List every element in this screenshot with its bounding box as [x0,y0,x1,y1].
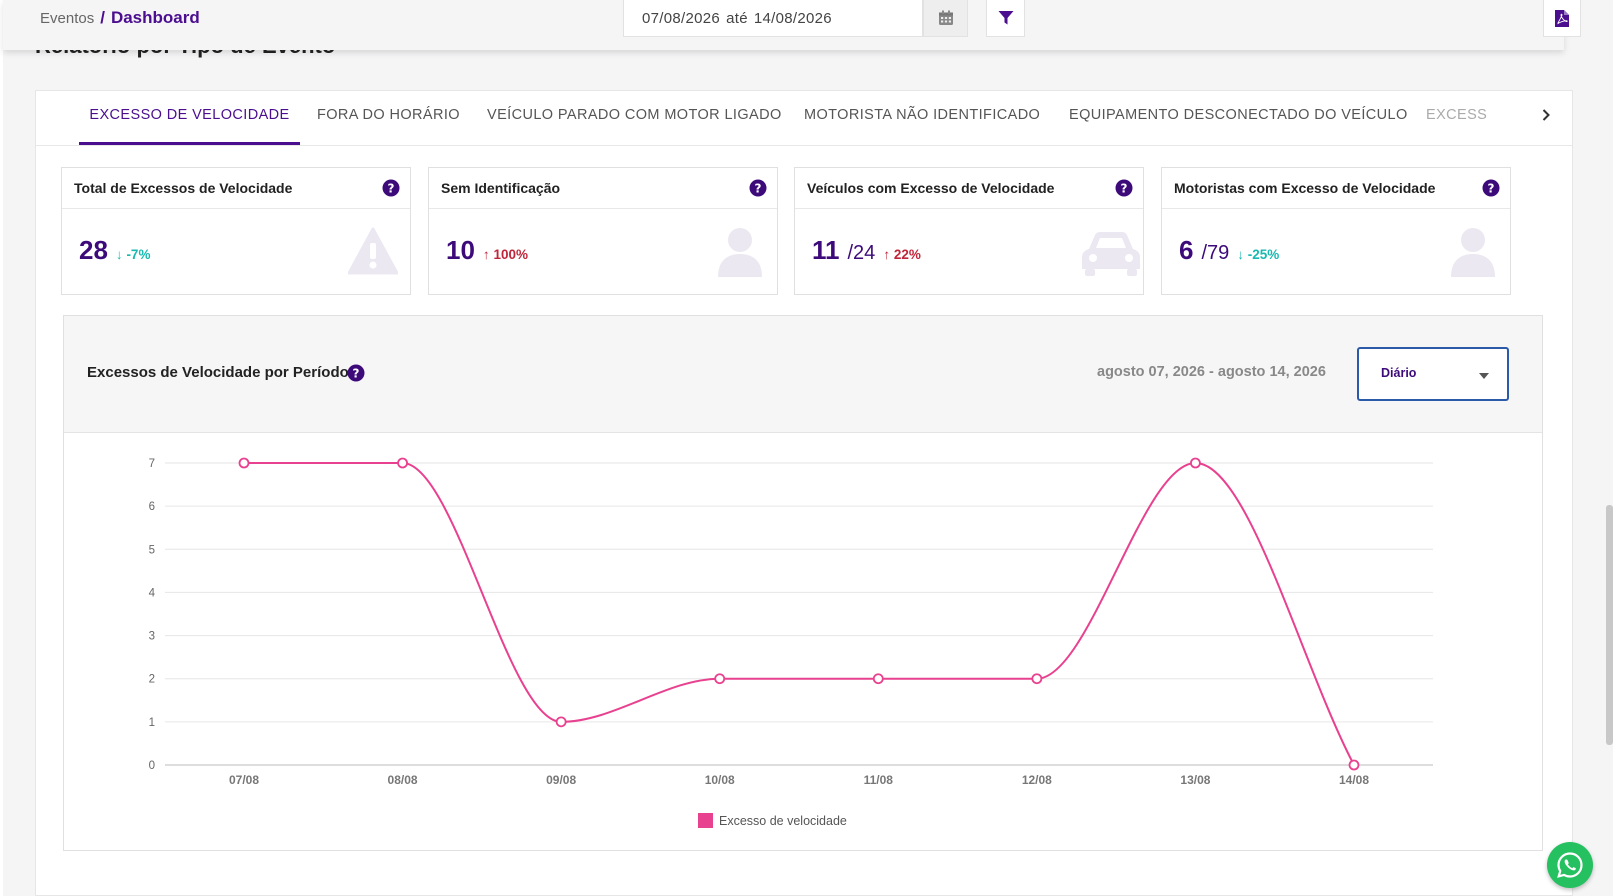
tab-fora-do-horario[interactable]: FORA DO HORÁRIO [317,107,460,123]
x-tick-label: 12/08 [1022,773,1052,787]
legend-label: Excesso de velocidade [719,814,847,828]
data-point [397,457,408,469]
data-point [1031,673,1043,685]
breadcrumb: Eventos / Dashboard [40,8,200,28]
top-bar: Eventos / Dashboard 07/08/2026 até 14/08… [3,0,1581,50]
calendar-button[interactable] [923,0,968,37]
help-icon[interactable]: ? [1482,179,1500,197]
y-tick-label: 7 [149,458,155,470]
breadcrumb-current: Dashboard [110,8,200,27]
series-line [244,461,1355,766]
chart-title: Excessos de Velocidade por Período [87,364,349,381]
chevron-down-icon [1479,373,1489,379]
x-tick-label: 14/08 [1339,773,1369,787]
card-change: ↓ -25% [1237,247,1280,262]
tab-veiculo-parado[interactable]: VEÍCULO PARADO COM MOTOR LIGADO [487,107,782,123]
data-point [872,673,884,685]
x-tick-label: 11/08 [864,773,894,787]
left-edge [0,0,3,896]
chart-date-range: agosto 07, 2026 - agosto 14, 2026 [1097,364,1326,380]
calendar-icon [938,10,953,25]
date-end: 14/08/2026 [753,9,832,27]
date-range-input[interactable]: 07/08/2026 até 14/08/2026 [623,0,923,37]
date-start: 07/08/2026 [642,9,721,27]
card-value: 11 [812,235,840,265]
card-value: 10 [446,235,475,265]
user-icon [1451,228,1495,277]
user-icon [718,228,762,277]
whatsapp-button[interactable] [1547,842,1593,888]
tab-motorista-nao-identificado[interactable]: MOTORISTA NÃO IDENTIFICADO [804,107,1041,123]
data-point [1190,457,1201,469]
card-value: 6 [1179,235,1194,265]
chart-panel: Excessos de Velocidade por Período ? ago… [63,315,1543,851]
tabs-scroll-right[interactable] [1536,105,1556,125]
card-total: /79 [1201,242,1230,264]
report-panel: EXCESSO DE VELOCIDADE FORA DO HORÁRIO VE… [35,90,1573,896]
granularity-value: Diário [1381,366,1417,380]
help-icon[interactable]: ? [749,179,767,197]
card-total: /24 [847,242,876,264]
card-total-excessos: Total de Excessos de Velocidade ? 28 ↓ -… [61,167,411,295]
svg-text:?: ? [1121,181,1128,195]
warning-icon [348,227,398,275]
line-chart: 0 1 2 3 4 5 6 7 07/08 08/08 09/08 10/08 11/08 12/08 13… [149,457,1433,828]
svg-text:?: ? [755,181,762,195]
x-tick-label: 10/08 [705,773,735,787]
whatsapp-icon [1557,852,1583,878]
tab-equipamento-desconectado[interactable]: EQUIPAMENTO DESCONECTADO DO VEÍCULO [1069,107,1408,123]
tab-excesso-partial[interactable]: EXCESSO [1426,107,1488,123]
card-change: ↑ 100% [482,247,528,262]
breadcrumb-parent[interactable]: Eventos [40,9,95,27]
x-tick-label: 13/08 [1180,773,1210,787]
chevron-right-icon [1542,109,1550,121]
event-type-tabs: EXCESSO DE VELOCIDADE FORA DO HORÁRIO VE… [36,91,1572,146]
svg-text:?: ? [1488,181,1495,195]
card-change: ↓ -7% [115,247,151,262]
card-motoristas-excesso: Motoristas com Excesso de Velocidade ? 6… [1161,167,1511,295]
card-change: ↑ 22% [883,247,921,262]
granularity-select[interactable]: Diário [1357,347,1509,401]
help-icon[interactable]: ? [1115,179,1133,197]
card-value: 28 [79,235,108,265]
card-title: Sem Identificação [441,180,561,196]
svg-text:?: ? [388,181,395,195]
data-point [1348,759,1360,771]
filter-icon [998,11,1013,25]
data-point [714,673,726,685]
svg-text:?: ? [353,366,360,380]
y-tick-label: 4 [149,587,156,599]
y-tick-label: 0 [149,760,155,772]
card-veiculos-excesso: Veículos com Excesso de Velocidade ? 11 … [794,167,1144,295]
y-tick-label: 6 [149,501,155,513]
y-tick-label: 2 [149,674,155,686]
card-title: Motoristas com Excesso de Velocidade [1174,180,1436,196]
legend-swatch [698,813,713,828]
y-tick-label: 5 [149,544,155,556]
x-tick-label: 08/08 [388,773,418,787]
export-pdf-button[interactable] [1543,0,1581,37]
x-tick-label: 07/08 [229,773,259,787]
card-sem-identificacao: Sem Identificação ? 10 ↑ 100% [428,167,778,295]
pdf-file-icon [1555,9,1569,27]
x-tick-label: 09/08 [546,773,576,787]
breadcrumb-separator: / [100,8,105,27]
y-tick-label: 3 [149,631,155,643]
tab-excesso-de-velocidade[interactable]: EXCESSO DE VELOCIDADE [79,91,300,145]
help-icon[interactable]: ? [347,364,365,382]
data-point [555,716,567,728]
car-icon [1082,232,1140,276]
chart-header: Excessos de Velocidade por Período ? ago… [64,316,1542,433]
y-tick-label: 1 [149,717,155,729]
card-title: Veículos com Excesso de Velocidade [807,180,1055,196]
help-icon[interactable]: ? [382,179,400,197]
data-point [238,457,250,469]
page-scrollbar[interactable] [1606,505,1613,745]
filter-button[interactable] [986,0,1025,37]
card-title: Total de Excessos de Velocidade [74,180,293,196]
date-between: até [726,9,748,27]
